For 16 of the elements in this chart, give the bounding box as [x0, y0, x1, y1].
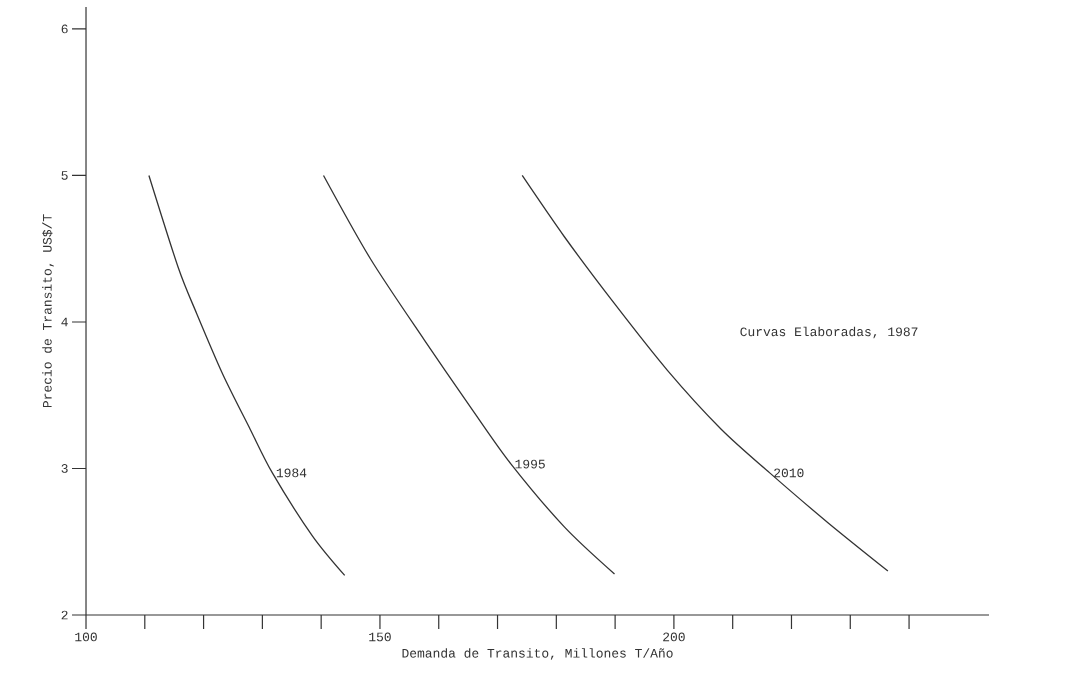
- x-tick-label: 150: [369, 632, 391, 642]
- y-axis-title: Precio de Transito, US$/T: [42, 214, 54, 408]
- x-tick-label: 100: [75, 632, 97, 642]
- y-tick-label: 3: [61, 464, 68, 473]
- series-label: 2010: [774, 468, 804, 478]
- series-label: 1995: [515, 459, 545, 469]
- series-label: 1984: [276, 468, 307, 478]
- line-series: [322, 174, 616, 575]
- x-axis-title: Demanda de Transito, Millones T/Año: [402, 648, 673, 660]
- y-tick-label: 6: [61, 24, 68, 34]
- x-tick-label: 200: [663, 632, 685, 642]
- line-series: [148, 174, 346, 577]
- y-tick-label: 4: [61, 317, 68, 327]
- y-tick-label: 5: [61, 171, 68, 180]
- y-tick-label: 2: [61, 610, 68, 620]
- annotation: Curvas Elaboradas, 1987: [740, 326, 918, 339]
